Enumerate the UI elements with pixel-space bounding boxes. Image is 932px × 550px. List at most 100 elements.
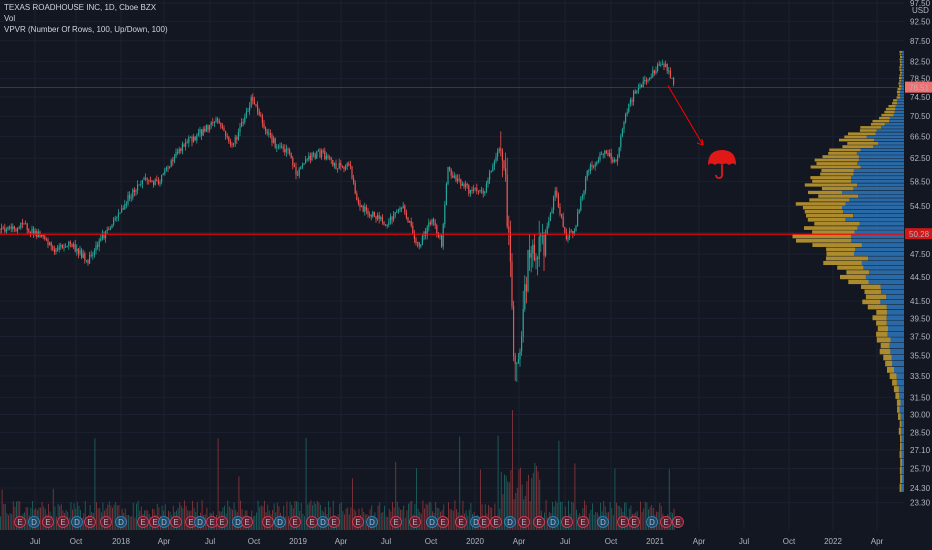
volume-profile-up-row xyxy=(901,53,904,56)
earnings-marker-label: E xyxy=(265,518,270,527)
symbol-title[interactable]: TEXAS ROADHOUSE INC, 1D, Cboe BZX xyxy=(4,3,157,12)
earnings-marker-circle xyxy=(533,516,545,528)
dividend-marker: D xyxy=(158,516,170,528)
candle-body xyxy=(493,161,495,166)
earnings-marker-circle xyxy=(390,516,402,528)
volume-profile-up-row xyxy=(888,326,904,332)
volume-profile-up-row xyxy=(901,427,904,435)
volume-profile-down-row xyxy=(862,299,881,305)
volume-bar xyxy=(94,438,96,530)
candle-body xyxy=(476,187,478,191)
candle-body xyxy=(335,163,337,169)
candle-body xyxy=(23,223,25,225)
candle-body xyxy=(517,359,519,364)
volume-profile-down-row xyxy=(876,310,887,315)
candle-body xyxy=(477,190,479,192)
volume-profile-up-row xyxy=(899,392,904,399)
time-axis-tick-label: 2021 xyxy=(646,537,664,546)
volume-bar xyxy=(377,505,379,530)
volume-profile-up-row xyxy=(875,132,904,136)
volume-bar xyxy=(286,501,288,530)
candle-body xyxy=(407,217,409,223)
candle-body xyxy=(388,222,390,225)
candle-body xyxy=(49,242,51,245)
volume-bar xyxy=(552,501,553,530)
dividend-marker-circle xyxy=(366,516,378,528)
candle-body xyxy=(309,155,311,161)
candle-body xyxy=(162,173,164,175)
candle-body xyxy=(581,196,583,198)
candle-body xyxy=(109,228,111,230)
volume-profile-down-row xyxy=(895,392,900,399)
volume-bar xyxy=(545,500,547,530)
dividend-marker: D xyxy=(317,516,329,528)
candle-body xyxy=(313,153,315,155)
candle-body xyxy=(50,242,52,247)
candle-body xyxy=(397,209,399,212)
candle-body xyxy=(178,148,180,153)
volume-profile-up-row xyxy=(853,187,904,191)
time-axis-tick-label: Jul xyxy=(381,537,391,546)
volume-profile-up-row xyxy=(900,82,904,85)
volume-bar xyxy=(523,499,525,530)
candle-body xyxy=(111,224,113,229)
candle-body xyxy=(341,166,343,167)
candle-body xyxy=(1,227,3,230)
volume-bar xyxy=(388,508,390,530)
candle-body xyxy=(481,190,483,191)
volume-bar xyxy=(179,502,181,530)
price-axis-tick-label: 66.50 xyxy=(910,133,931,142)
volume-indicator-label[interactable]: Vol xyxy=(4,14,16,23)
dividend-marker: D xyxy=(504,516,516,528)
candle-body xyxy=(33,228,35,235)
candle-body xyxy=(511,261,513,307)
candle-body xyxy=(58,246,60,250)
volume-bar xyxy=(576,509,577,530)
volume-profile-up-row xyxy=(855,247,904,252)
candle-body xyxy=(121,208,123,213)
volume-bar xyxy=(614,468,616,530)
candle-body xyxy=(599,153,601,160)
volume-profile-down-row xyxy=(812,179,852,183)
volume-profile-down-row xyxy=(872,315,887,321)
candle-body xyxy=(306,159,308,160)
earnings-marker-label: E xyxy=(209,518,214,527)
volume-profile-down-row xyxy=(804,183,858,187)
earnings-marker-circle xyxy=(352,516,364,528)
candle-body xyxy=(68,241,70,247)
volume-bar xyxy=(524,495,526,530)
volume-profile-down-row xyxy=(879,348,891,355)
candle-body xyxy=(588,171,590,172)
candle-body xyxy=(260,115,262,116)
volume-profile-up-row xyxy=(889,119,904,123)
candle-body xyxy=(436,225,438,234)
earnings-marker: E xyxy=(84,516,96,528)
candle-body xyxy=(495,156,497,162)
volume-bar xyxy=(468,509,470,530)
volume-profile-down-row xyxy=(899,61,902,64)
candle-body xyxy=(143,177,145,180)
vpvr-indicator-label[interactable]: VPVR (Number Of Rows, 100, Up/Down, 100) xyxy=(4,25,168,34)
volume-profile-up-row xyxy=(845,218,904,222)
volume-profile-down-row xyxy=(865,294,887,300)
candle-body xyxy=(119,212,121,214)
volume-bar xyxy=(294,500,296,530)
volume-profile-up-row xyxy=(884,123,904,126)
price-axis-tick-label: 24.30 xyxy=(910,484,931,493)
volume-bar xyxy=(612,515,614,530)
volume-profile-down-row xyxy=(899,66,902,69)
volume-profile-up-row xyxy=(842,206,904,210)
trend-arrow-head xyxy=(696,138,704,146)
candle-body xyxy=(543,233,545,256)
candle-body xyxy=(5,229,7,232)
volume-profile-down-row xyxy=(864,289,881,294)
earnings-marker-label: E xyxy=(620,518,625,527)
volume-bar xyxy=(489,507,491,530)
price-axis-tick-label: 27.10 xyxy=(910,446,931,455)
candle-body xyxy=(559,206,561,215)
candle-body xyxy=(193,136,195,142)
candle-body xyxy=(103,234,105,239)
volume-bar xyxy=(380,512,382,530)
